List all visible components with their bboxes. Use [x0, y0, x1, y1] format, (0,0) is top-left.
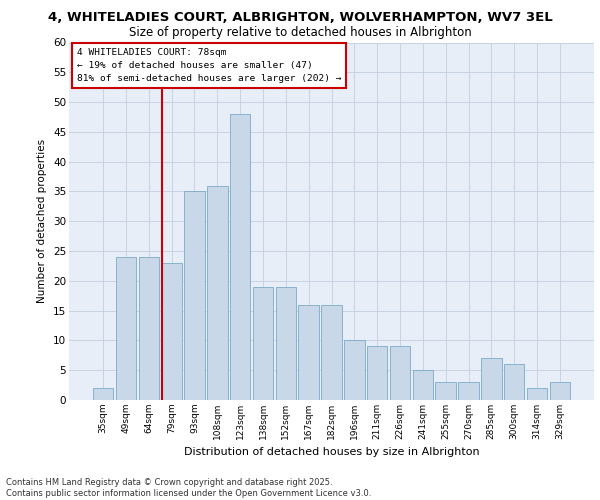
Text: 4, WHITELADIES COURT, ALBRIGHTON, WOLVERHAMPTON, WV7 3EL: 4, WHITELADIES COURT, ALBRIGHTON, WOLVER…	[47, 11, 553, 24]
Y-axis label: Number of detached properties: Number of detached properties	[37, 139, 47, 304]
Bar	[390, 346, 410, 400]
Bar	[230, 114, 250, 400]
Text: Size of property relative to detached houses in Albrighton: Size of property relative to detached ho…	[128, 26, 472, 39]
X-axis label: Distribution of detached houses by size in Albrighton: Distribution of detached houses by size …	[184, 448, 479, 458]
Bar	[436, 382, 456, 400]
Bar	[321, 304, 342, 400]
Text: Contains HM Land Registry data © Crown copyright and database right 2025.
Contai: Contains HM Land Registry data © Crown c…	[6, 478, 371, 498]
Bar	[139, 257, 159, 400]
Bar	[367, 346, 388, 400]
Bar	[550, 382, 570, 400]
Bar	[344, 340, 365, 400]
Bar	[504, 364, 524, 400]
Bar	[413, 370, 433, 400]
Bar	[298, 304, 319, 400]
Bar	[253, 287, 273, 400]
Text: 4 WHITELADIES COURT: 78sqm
← 19% of detached houses are smaller (47)
81% of semi: 4 WHITELADIES COURT: 78sqm ← 19% of deta…	[77, 48, 341, 84]
Bar	[207, 186, 227, 400]
Bar	[481, 358, 502, 400]
Bar	[275, 287, 296, 400]
Bar	[116, 257, 136, 400]
Bar	[184, 192, 205, 400]
Bar	[527, 388, 547, 400]
Bar	[93, 388, 113, 400]
Bar	[458, 382, 479, 400]
Bar	[161, 263, 182, 400]
